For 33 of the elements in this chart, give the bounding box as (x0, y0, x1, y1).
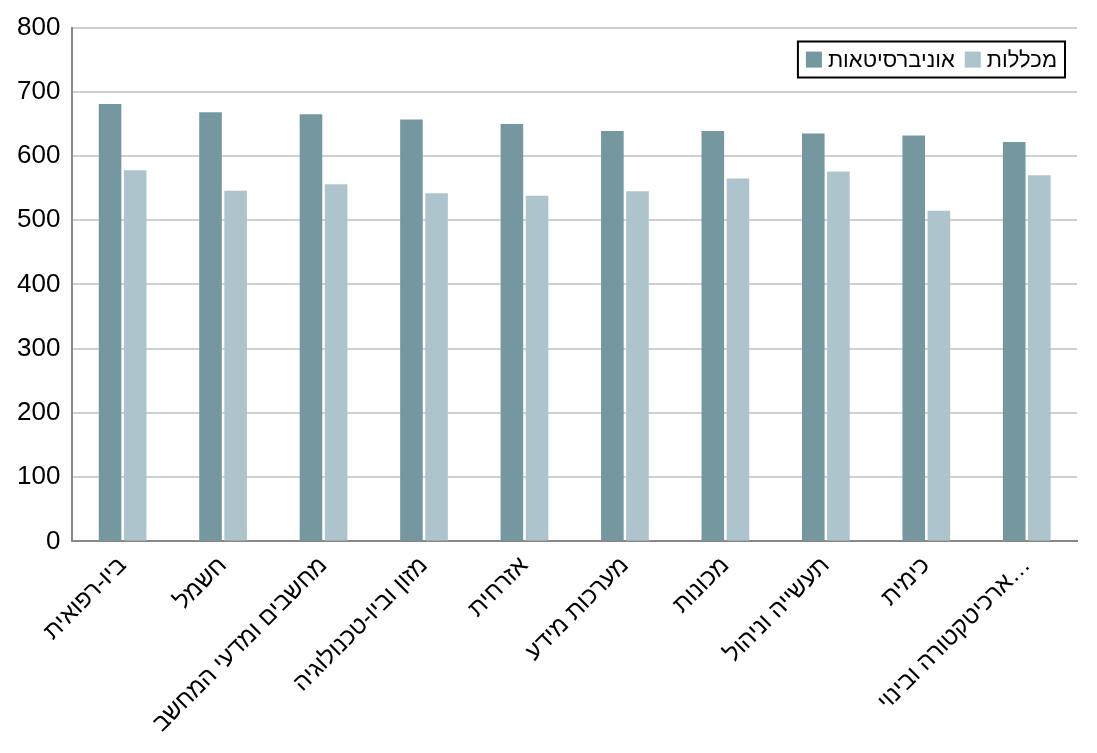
bar (98, 104, 122, 541)
bar (400, 119, 423, 541)
bar (1028, 175, 1051, 541)
y-tick-label: 300 (16, 331, 61, 362)
bar (500, 123, 524, 541)
bar (525, 195, 549, 541)
bar (626, 191, 649, 541)
bar (927, 210, 951, 541)
bar (299, 114, 323, 541)
y-tick-label: 200 (16, 396, 61, 427)
bar (601, 131, 624, 541)
legend-label: אוניברסיטאות (827, 46, 955, 72)
y-tick-label: 100 (16, 460, 61, 491)
y-tick-label: 800 (16, 10, 61, 41)
x-tick-label: אזרחית (461, 550, 533, 622)
y-tick-label: 700 (16, 74, 61, 105)
y-tick-label: 500 (16, 203, 61, 234)
bar (801, 133, 825, 541)
bar (726, 178, 750, 541)
bar (224, 190, 247, 541)
bar (701, 131, 725, 541)
y-tick-label: 600 (16, 139, 61, 170)
legend-label: מכללות (986, 46, 1057, 72)
bar (199, 112, 222, 541)
x-tick-label: חשמל (168, 550, 232, 614)
bar (324, 184, 348, 541)
bar (827, 171, 850, 541)
bar (1002, 141, 1026, 541)
x-tick-label: מכונות (666, 550, 734, 618)
bar (123, 170, 147, 541)
bar (902, 135, 926, 541)
bar (425, 193, 448, 541)
y-tick-label: 400 (16, 267, 61, 298)
